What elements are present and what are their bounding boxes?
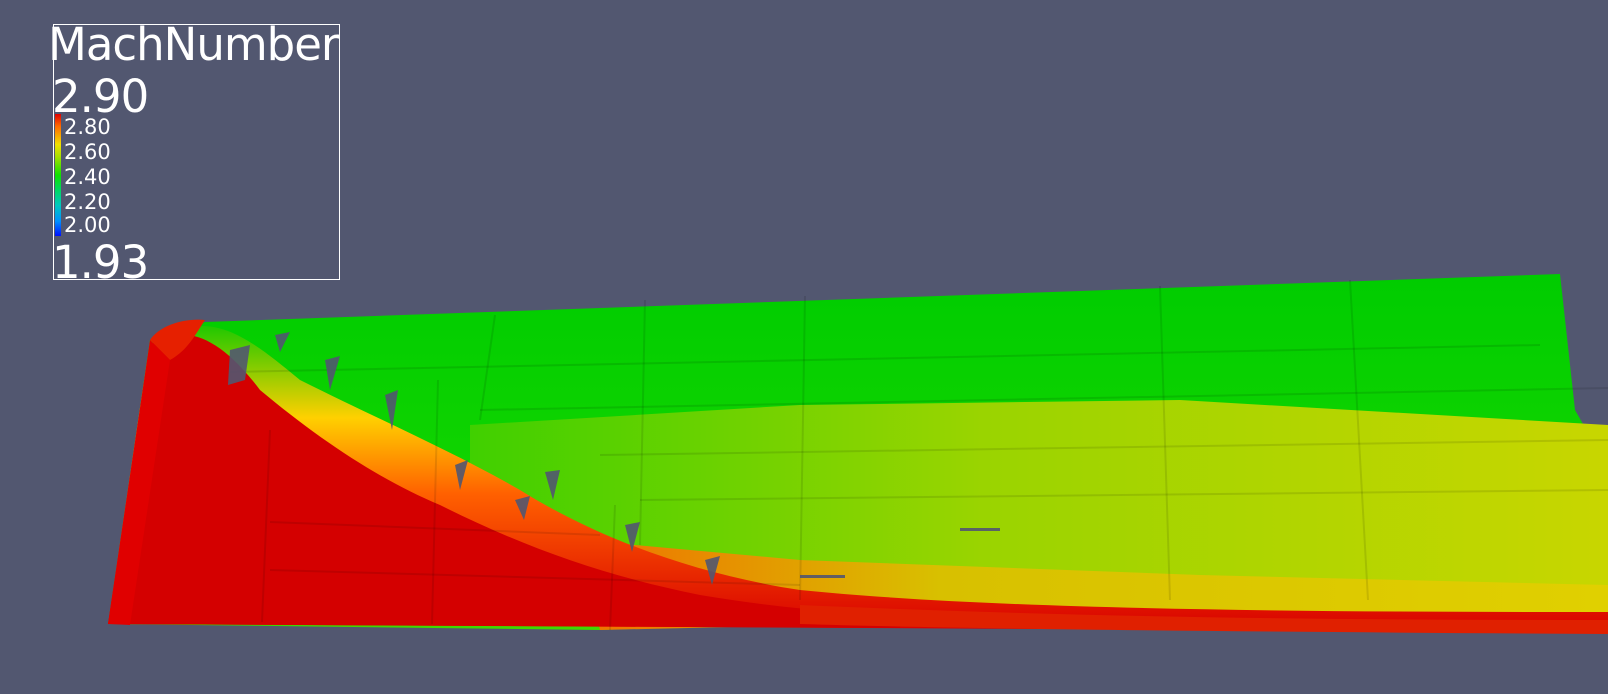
colorbar-min-label: 1.93 <box>52 236 149 289</box>
colorbar-title: MachNumber <box>48 18 339 71</box>
colorbar-tick: 2.00 <box>64 213 111 237</box>
colorbar-max-label: 2.90 <box>52 70 149 123</box>
colorbar-gradient <box>55 114 61 236</box>
colorbar-frame[interactable] <box>53 24 340 280</box>
surface-mesh[interactable] <box>108 274 1608 634</box>
colorbar-tick: 2.20 <box>64 190 111 214</box>
colorbar-tick: 2.60 <box>64 140 111 164</box>
colorbar-tick: 2.40 <box>64 165 111 189</box>
colorbar-tick: 2.80 <box>64 115 111 139</box>
